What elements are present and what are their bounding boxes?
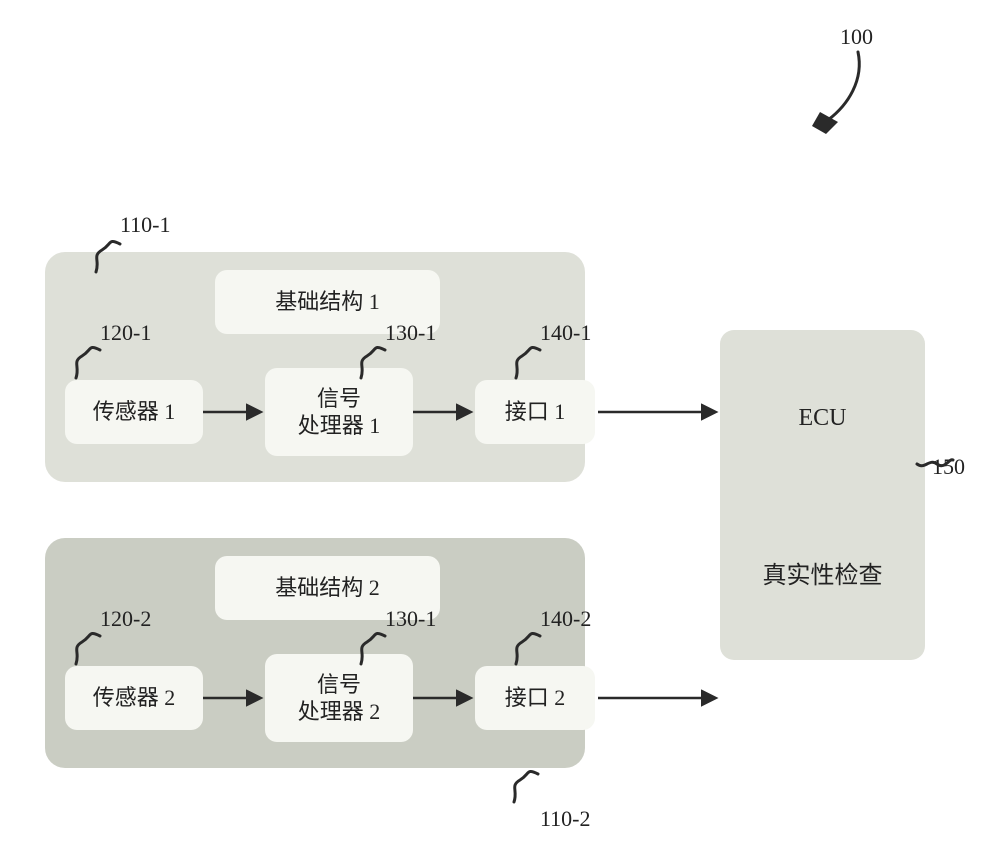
module-2-sensor-text: 传感器 2 — [93, 684, 176, 712]
module-2-processor-leader — [355, 630, 395, 670]
module-1-refnum: 110-1 — [120, 212, 171, 238]
module-1-leader — [90, 238, 130, 278]
ecu-subtitle: 真实性检查 — [720, 555, 925, 590]
module-1-sensor-block: 传感器 1 — [65, 380, 203, 444]
module-2-interface-block: 接口 2 — [475, 666, 595, 730]
module-2-interface-leader — [510, 630, 550, 670]
module-1-infrastructure-text: 基础结构 1 — [275, 288, 380, 316]
module-1-interface-text: 接口 1 — [505, 398, 566, 426]
module-1-processor-text-line1: 信号 — [298, 385, 381, 413]
module-1-infrastructure-block: 基础结构 1 — [215, 270, 440, 334]
module-1-sensor-text: 传感器 1 — [93, 398, 176, 426]
diagram-stage: 100 110-1 基础结构 1 传感器 1 120-1 信号 处理器 1 13… — [0, 0, 1000, 868]
module-1-sensor-leader — [70, 344, 110, 384]
ecu-title: ECU — [720, 405, 925, 432]
ecu-leader — [915, 440, 955, 472]
module-2-refnum: 110-2 — [540, 806, 591, 832]
module-1-interface-leader — [510, 344, 550, 384]
figure-number-arrow — [800, 50, 870, 140]
module-2-infrastructure-text: 基础结构 2 — [275, 574, 380, 602]
figure-number-label: 100 — [840, 24, 873, 50]
module-1-processor-text-line2: 处理器 1 — [298, 412, 381, 440]
module-2-sensor-block: 传感器 2 — [65, 666, 203, 730]
module-2-leader — [508, 768, 548, 808]
module-1-processor-leader — [355, 344, 395, 384]
module-2-processor-text-line1: 信号 — [298, 671, 381, 699]
module-2-interface-text: 接口 2 — [505, 684, 566, 712]
module-2-processor-text-line2: 处理器 2 — [298, 698, 381, 726]
module-1-interface-block: 接口 1 — [475, 380, 595, 444]
module-2-infrastructure-block: 基础结构 2 — [215, 556, 440, 620]
module-2-sensor-leader — [70, 630, 110, 670]
ecu-block: ECU 真实性检查 — [720, 330, 925, 660]
